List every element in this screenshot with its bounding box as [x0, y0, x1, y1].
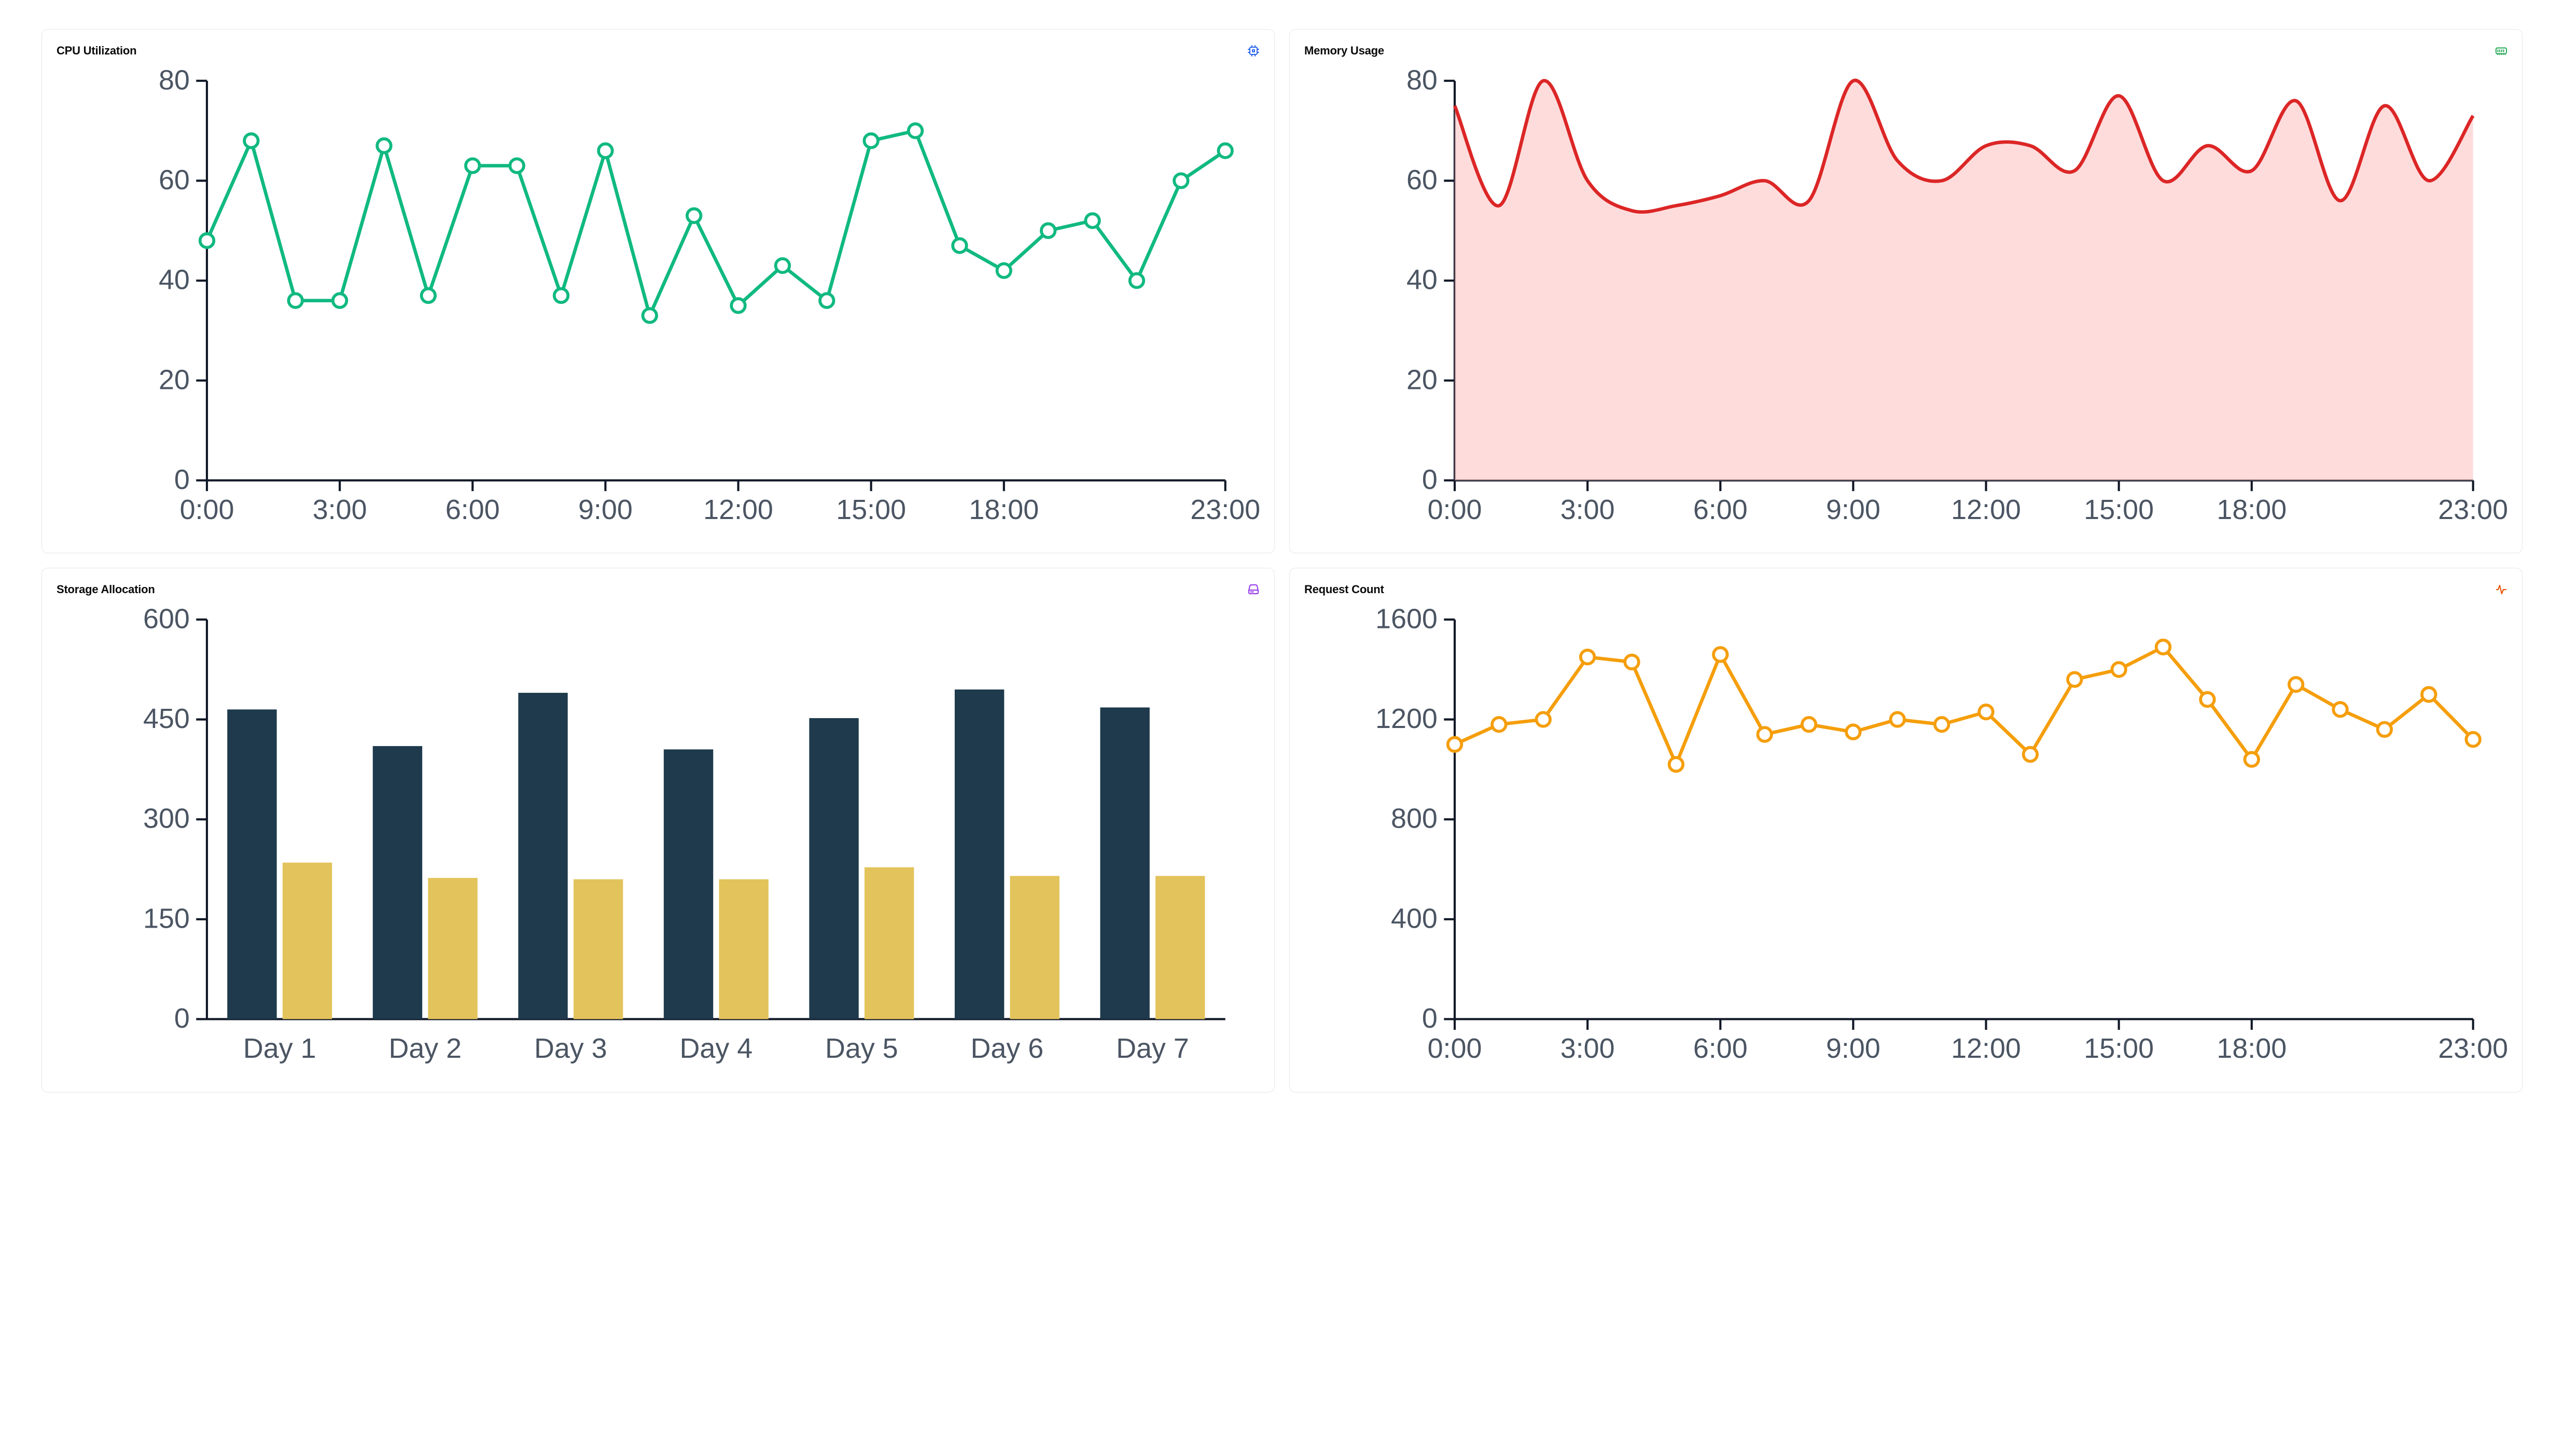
card-header: Request Count	[1304, 583, 2507, 596]
svg-text:3:00: 3:00	[1560, 494, 1615, 525]
svg-text:9:00: 9:00	[1826, 1033, 1880, 1064]
svg-text:0:00: 0:00	[1428, 1033, 1482, 1064]
svg-text:0:00: 0:00	[180, 494, 234, 525]
svg-text:1200: 1200	[1375, 703, 1438, 734]
card-title: Memory Usage	[1304, 44, 1384, 58]
dashboard-grid: CPU Utilization 0 20 40 60 80 0:00 3:00 6:00 9:0…	[41, 29, 2523, 1093]
storage-chart: 0 150 300 450 600 Day 1 Day 2 Day 3 Day 4 Day 5 Da…	[57, 607, 1260, 1079]
svg-text:15:00: 15:00	[2084, 1033, 2154, 1064]
svg-text:6:00: 6:00	[1693, 1033, 1748, 1064]
svg-text:23:00: 23:00	[2438, 1033, 2507, 1064]
svg-text:3:00: 3:00	[313, 494, 367, 525]
svg-text:0: 0	[174, 1003, 190, 1034]
svg-text:6:00: 6:00	[445, 494, 500, 525]
memory-chart: 0 20 40 60 80 0:00 3:00 6:00 9:00 12:00 15:00 18:00…	[1304, 68, 2507, 540]
svg-text:12:00: 12:00	[1951, 494, 2021, 525]
svg-text:23:00: 23:00	[1190, 494, 1260, 525]
svg-text:Day 7: Day 7	[1116, 1033, 1189, 1064]
card-cpu-utilization: CPU Utilization 0 20 40 60 80 0:00 3:00 6:00 9:0…	[41, 29, 1275, 553]
svg-text:20: 20	[1406, 364, 1438, 395]
svg-text:18:00: 18:00	[2217, 494, 2287, 525]
memory-icon	[2495, 45, 2507, 57]
svg-text:6:00: 6:00	[1693, 494, 1748, 525]
svg-text:Day 3: Day 3	[534, 1033, 607, 1064]
svg-text:400: 400	[1391, 903, 1438, 934]
svg-text:450: 450	[143, 703, 190, 734]
svg-text:0: 0	[1422, 464, 1438, 495]
svg-text:12:00: 12:00	[703, 494, 773, 525]
card-title: Request Count	[1304, 583, 1384, 596]
svg-text:18:00: 18:00	[969, 494, 1039, 525]
svg-text:80: 80	[159, 68, 190, 95]
svg-text:0: 0	[174, 464, 190, 495]
svg-text:9:00: 9:00	[1826, 494, 1880, 525]
svg-text:Day 6: Day 6	[971, 1033, 1044, 1064]
svg-text:Day 2: Day 2	[388, 1033, 462, 1064]
svg-text:60: 60	[1406, 164, 1438, 195]
svg-text:80: 80	[1406, 68, 1438, 95]
svg-text:300: 300	[143, 803, 190, 834]
svg-text:40: 40	[1406, 264, 1438, 296]
card-header: CPU Utilization	[57, 44, 1260, 58]
card-storage-allocation: Storage Allocation 0 150 300 450 600 Day 1 Day…	[41, 568, 1275, 1092]
activity-icon	[2495, 583, 2507, 596]
card-header: Memory Usage	[1304, 44, 2507, 58]
requests-chart: 0 400 800 1200 1600 0:00 3:00 6:00 9:00 12:00 15:0…	[1304, 607, 2507, 1079]
card-request-count: Request Count 0 400 800 1200 1600 0:00 3:00 6:0…	[1289, 568, 2523, 1092]
svg-text:800: 800	[1391, 803, 1438, 834]
svg-text:600: 600	[143, 607, 190, 634]
svg-text:0: 0	[1422, 1003, 1438, 1034]
svg-text:18:00: 18:00	[2217, 1033, 2287, 1064]
card-title: CPU Utilization	[57, 44, 136, 58]
svg-text:3:00: 3:00	[1560, 1033, 1615, 1064]
card-header: Storage Allocation	[57, 583, 1260, 596]
card-memory-usage: Memory Usage 0 20 40 60 80 0:00 3:00 6:00 9:00 12…	[1289, 29, 2523, 553]
svg-text:15:00: 15:00	[2084, 494, 2154, 525]
card-title: Storage Allocation	[57, 583, 155, 596]
svg-text:1600: 1600	[1375, 607, 1438, 634]
svg-text:Day 1: Day 1	[243, 1033, 316, 1064]
svg-text:60: 60	[159, 164, 190, 195]
hard-drive-icon	[1247, 583, 1260, 596]
svg-text:9:00: 9:00	[578, 494, 633, 525]
svg-text:12:00: 12:00	[1951, 1033, 2021, 1064]
svg-text:23:00: 23:00	[2438, 494, 2507, 525]
svg-text:0:00: 0:00	[1428, 494, 1482, 525]
svg-text:150: 150	[143, 903, 190, 934]
svg-text:15:00: 15:00	[836, 494, 906, 525]
cpu-chart: 0 20 40 60 80 0:00 3:00 6:00 9:00 12:00 15:00 18:00…	[57, 68, 1260, 540]
cpu-icon	[1247, 45, 1260, 57]
svg-text:Day 4: Day 4	[680, 1033, 753, 1064]
svg-text:Day 5: Day 5	[825, 1033, 898, 1064]
svg-text:40: 40	[159, 264, 190, 296]
svg-text:20: 20	[159, 364, 190, 395]
